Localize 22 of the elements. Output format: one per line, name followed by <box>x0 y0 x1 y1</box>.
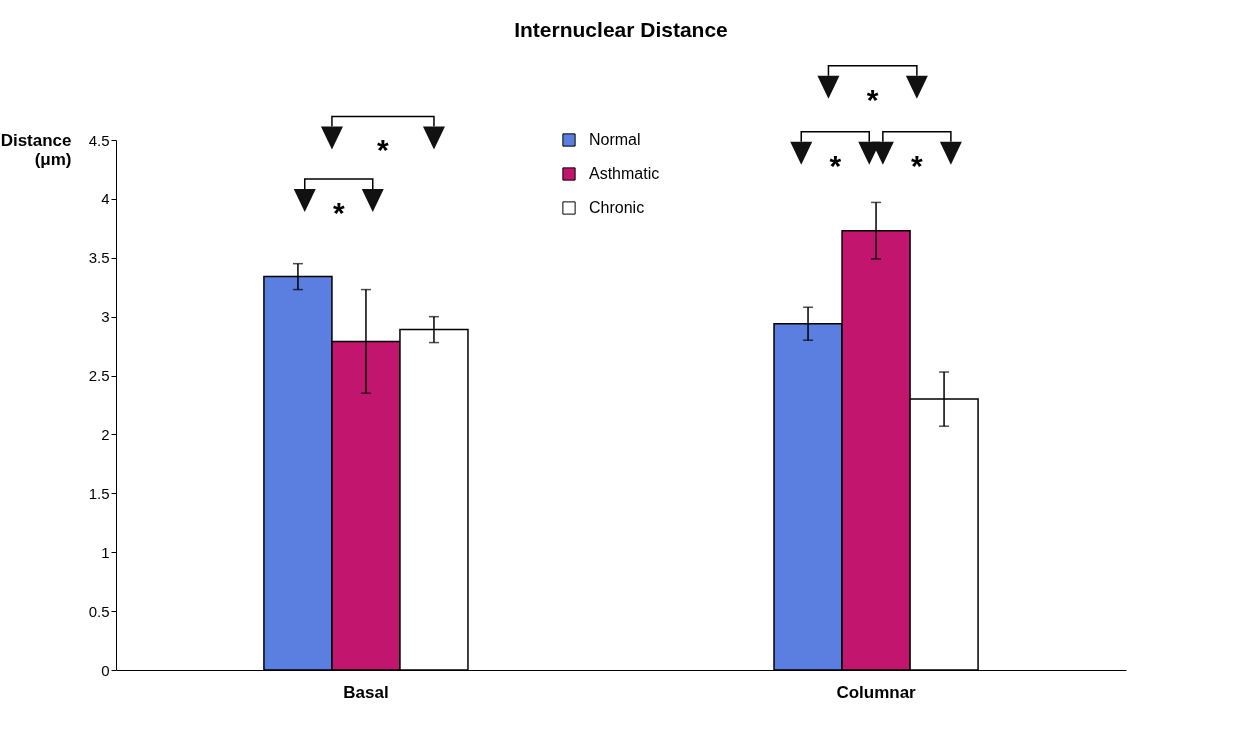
y-tick-label: 2.5 <box>88 367 110 385</box>
y-tick-label: 1.5 <box>88 484 110 502</box>
legend-label: Normal <box>589 131 641 148</box>
y-tick-label: 4.5 <box>88 131 110 149</box>
x-tick-label: Basal <box>343 682 389 702</box>
legend-label: Asthmatic <box>589 165 660 182</box>
text: * <box>866 82 879 116</box>
y-tick-label: 4 <box>101 190 110 208</box>
annotation: * <box>911 148 924 182</box>
y-tick-label: 2 <box>101 425 110 443</box>
annotation: * <box>829 148 842 182</box>
legend-label: Chronic <box>589 199 645 216</box>
annotation: * <box>377 133 390 167</box>
y-tick-label: 0 <box>101 661 110 679</box>
y-tick-label: 1 <box>101 543 110 561</box>
y-tick-label: 3 <box>101 308 110 326</box>
y-axis-title: Distance (μm) <box>0 130 72 169</box>
x-tick-label: Columnar <box>836 682 917 702</box>
y-tick-label: 3.5 <box>88 249 110 267</box>
y-tick-label: 0.5 <box>88 602 110 620</box>
annotation: * <box>332 195 345 229</box>
chart-title: Internuclear Distance <box>514 18 728 41</box>
